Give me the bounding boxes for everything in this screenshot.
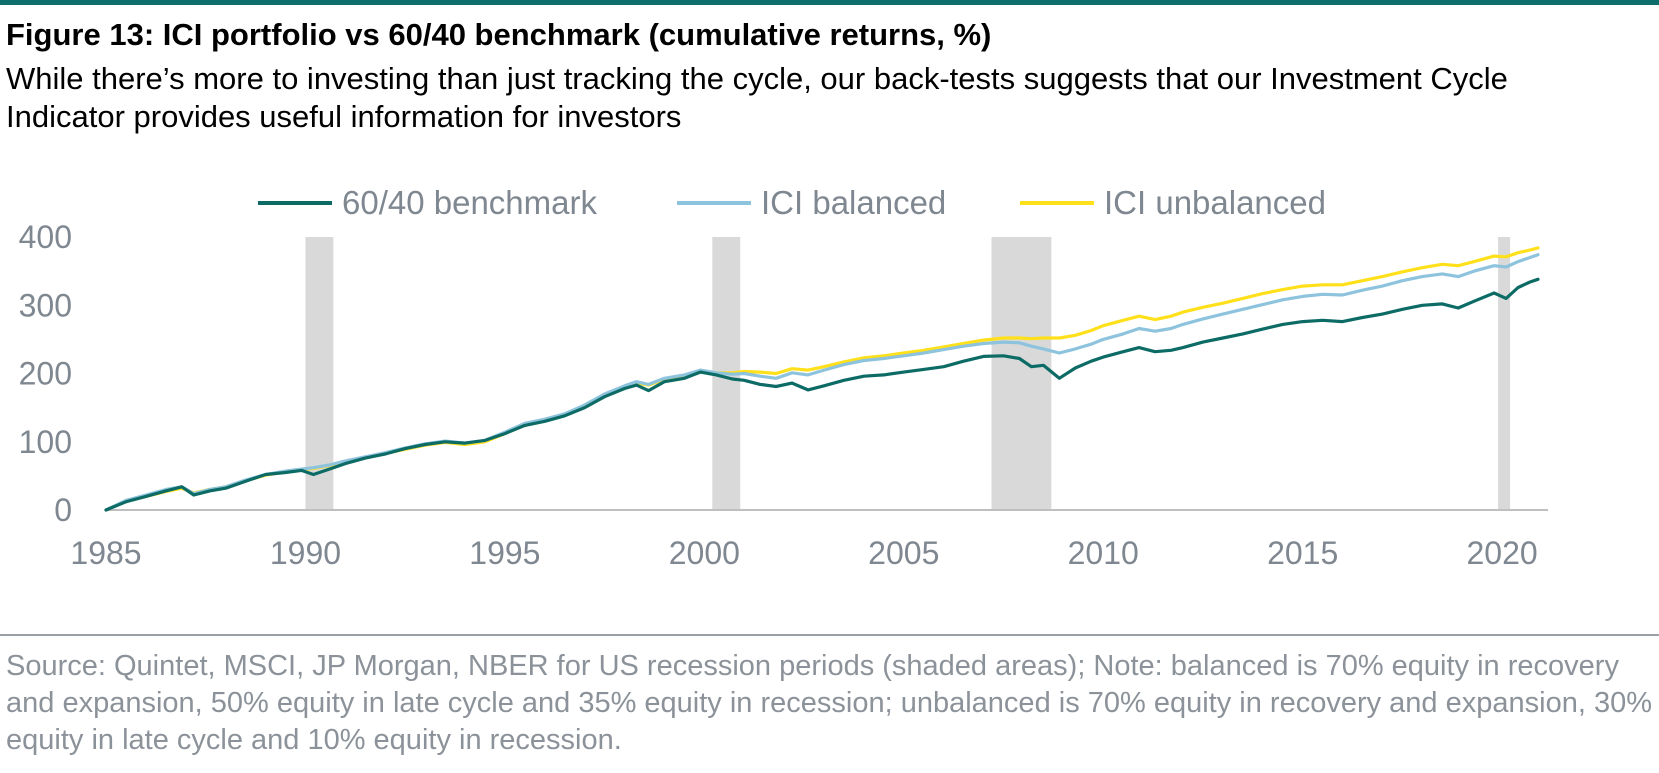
recession-band-2 <box>991 237 1052 510</box>
legend-item-benchmark: 60/40 benchmark <box>258 183 597 223</box>
legend-label-balanced: ICI balanced <box>761 184 947 221</box>
x-tick-label-2020: 2020 <box>1467 535 1538 571</box>
figure-title: Figure 13: ICI portfolio vs 60/40 benchm… <box>6 17 992 52</box>
legend-swatch-balanced <box>677 201 751 205</box>
x-tick-label-2010: 2010 <box>1068 535 1139 571</box>
legend-item-balanced: ICI balanced <box>677 183 946 223</box>
y-tick-label-100: 100 <box>19 424 72 460</box>
source-note: Source: Quintet, MSCI, JP Morgan, NBER f… <box>6 650 1652 756</box>
legend-label-unbalanced: ICI unbalanced <box>1104 184 1326 221</box>
x-tick-label-2000: 2000 <box>669 535 740 571</box>
x-tick-label-1995: 1995 <box>469 535 540 571</box>
top-rule <box>0 0 1659 5</box>
recession-band-3 <box>1498 237 1511 510</box>
legend-swatch-unbalanced <box>1020 201 1094 205</box>
x-tick-label-1990: 1990 <box>270 535 341 571</box>
y-tick-label-300: 300 <box>19 287 72 323</box>
series-line-ici-balanced <box>104 253 1540 512</box>
legend-label-benchmark: 60/40 benchmark <box>342 184 597 221</box>
figure-subtitle: While there’s more to investing than jus… <box>6 61 1508 134</box>
x-tick-label-2015: 2015 <box>1267 535 1338 571</box>
legend-swatch-benchmark <box>258 201 332 205</box>
x-tick-label-1985: 1985 <box>70 535 141 571</box>
legend: 60/40 benchmark ICI balanced ICI unbalan… <box>0 183 1659 223</box>
line-chart: 0 100 200 300 400 1985 1990 1995 2000 2005 2010 201… <box>19 225 1548 571</box>
series-line-60-40-benchmark <box>104 277 1540 512</box>
bottom-rule <box>0 634 1659 636</box>
y-tick-label-200: 200 <box>19 356 72 392</box>
x-tick-label-2005: 2005 <box>868 535 939 571</box>
y-tick-label-0: 0 <box>54 492 72 528</box>
y-tick-label-400: 400 <box>19 225 72 255</box>
legend-item-unbalanced: ICI unbalanced <box>1020 183 1326 223</box>
